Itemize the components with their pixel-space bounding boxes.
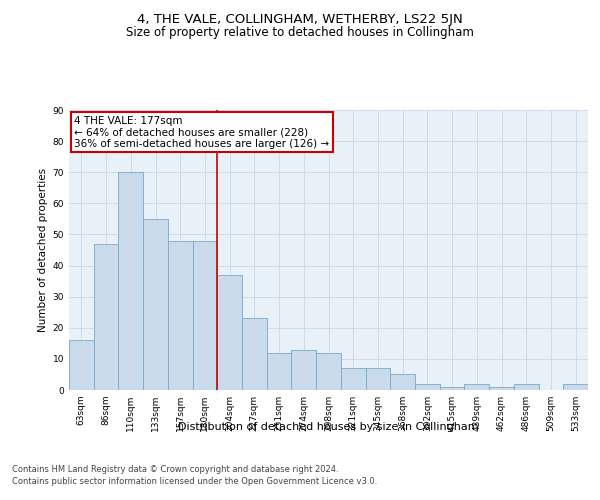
Bar [69,340,94,390]
Bar [193,240,217,390]
Text: Contains HM Land Registry data © Crown copyright and database right 2024.: Contains HM Land Registry data © Crown c… [12,465,338,474]
Bar [143,219,168,390]
Bar [390,374,415,390]
Bar [365,368,390,390]
Bar [292,350,316,390]
Text: Contains public sector information licensed under the Open Government Licence v3: Contains public sector information licen… [12,478,377,486]
Bar [415,384,440,390]
Text: 4 THE VALE: 177sqm
← 64% of detached houses are smaller (228)
36% of semi-detach: 4 THE VALE: 177sqm ← 64% of detached hou… [74,116,329,149]
Bar [514,384,539,390]
Bar [341,368,365,390]
Bar [563,384,588,390]
Bar [242,318,267,390]
Bar [267,352,292,390]
Bar [440,387,464,390]
Bar [168,240,193,390]
Bar [316,352,341,390]
Bar [464,384,489,390]
Bar [217,275,242,390]
Bar [94,244,118,390]
Text: 4, THE VALE, COLLINGHAM, WETHERBY, LS22 5JN: 4, THE VALE, COLLINGHAM, WETHERBY, LS22 … [137,12,463,26]
Text: Size of property relative to detached houses in Collingham: Size of property relative to detached ho… [126,26,474,39]
Bar [489,387,514,390]
Bar [118,172,143,390]
Y-axis label: Number of detached properties: Number of detached properties [38,168,49,332]
Text: Distribution of detached houses by size in Collingham: Distribution of detached houses by size … [178,422,479,432]
